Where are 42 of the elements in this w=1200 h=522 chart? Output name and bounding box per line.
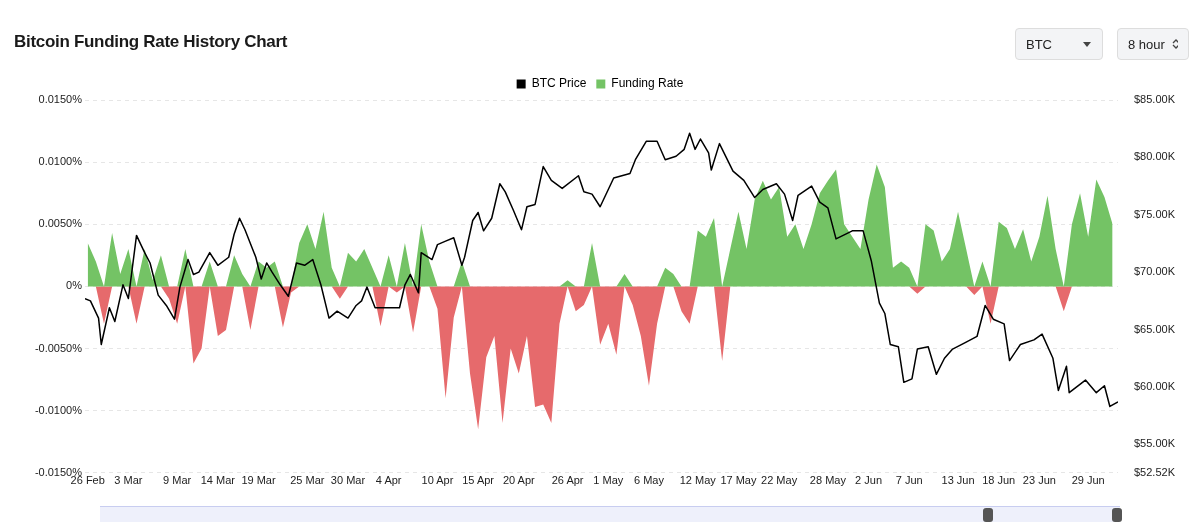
x-tick-label: 14 Mar	[200, 474, 236, 487]
text: 8 hour	[1128, 36, 1165, 52]
y2-tick-label: $60.00K	[1134, 379, 1176, 392]
x-tick-label: 1 May	[593, 474, 624, 487]
y-tick-label: -0.0050%	[34, 341, 83, 354]
y-tick-label: -0.0100%	[34, 403, 83, 416]
y2-tick-label: $70.00K	[1134, 265, 1176, 278]
x-tick-label: 29 Jun	[1071, 474, 1105, 487]
legend-label: Funding Rate	[611, 76, 684, 91]
x-tick-label: 12 May	[679, 474, 717, 487]
y2-tick-label: $55.00K	[1134, 437, 1176, 450]
x-tick-label: 2 Jun	[855, 474, 883, 487]
x-tick-label: 3 Mar	[114, 474, 143, 487]
x-tick-label: 10 Apr	[421, 474, 454, 487]
y2-tick-label: $65.00K	[1134, 322, 1176, 335]
x-tick-label: 4 Apr	[375, 474, 402, 487]
x-tick-label: 7 Jun	[895, 474, 923, 487]
y2-tick-label: $52.52K	[1134, 465, 1176, 478]
y2-tick-label: $80.00K	[1134, 150, 1176, 163]
x-tick-label: 25 Mar	[290, 474, 325, 487]
y2-tick-label: $75.00K	[1134, 207, 1176, 220]
x-tick-label: 22 May	[761, 474, 798, 487]
x-tick-label: 17 May	[720, 474, 757, 487]
y-tick-label: 0.0100%	[38, 155, 83, 168]
chart-title: Bitcoin Funding Rate History Chart	[14, 32, 288, 52]
x-tick-label: 26 Apr	[551, 474, 584, 487]
y-tick-label: 0%	[66, 279, 83, 292]
x-tick-label: 15 Apr	[462, 474, 495, 487]
y-tick-label: 0.0050%	[38, 217, 83, 230]
x-tick-label: 23 Jun	[1022, 474, 1056, 487]
x-tick-label: 9 Mar	[163, 474, 192, 487]
x-tick-label: 30 Mar	[330, 474, 366, 487]
x-tick-label: 28 May	[809, 474, 847, 487]
y2-tick-label: $85.00K	[1134, 93, 1176, 106]
legend-label: BTC Price	[531, 76, 587, 91]
x-tick-label: 19 Mar	[241, 474, 276, 487]
y-tick-label: 0.0150%	[38, 93, 83, 106]
x-tick-label: 13 Jun	[941, 474, 975, 487]
x-tick-label: 6 May	[633, 474, 665, 487]
x-tick-label: 20 Apr	[502, 474, 536, 487]
x-tick-label: 18 Jun	[982, 474, 1016, 487]
text: BTC	[1026, 36, 1052, 52]
